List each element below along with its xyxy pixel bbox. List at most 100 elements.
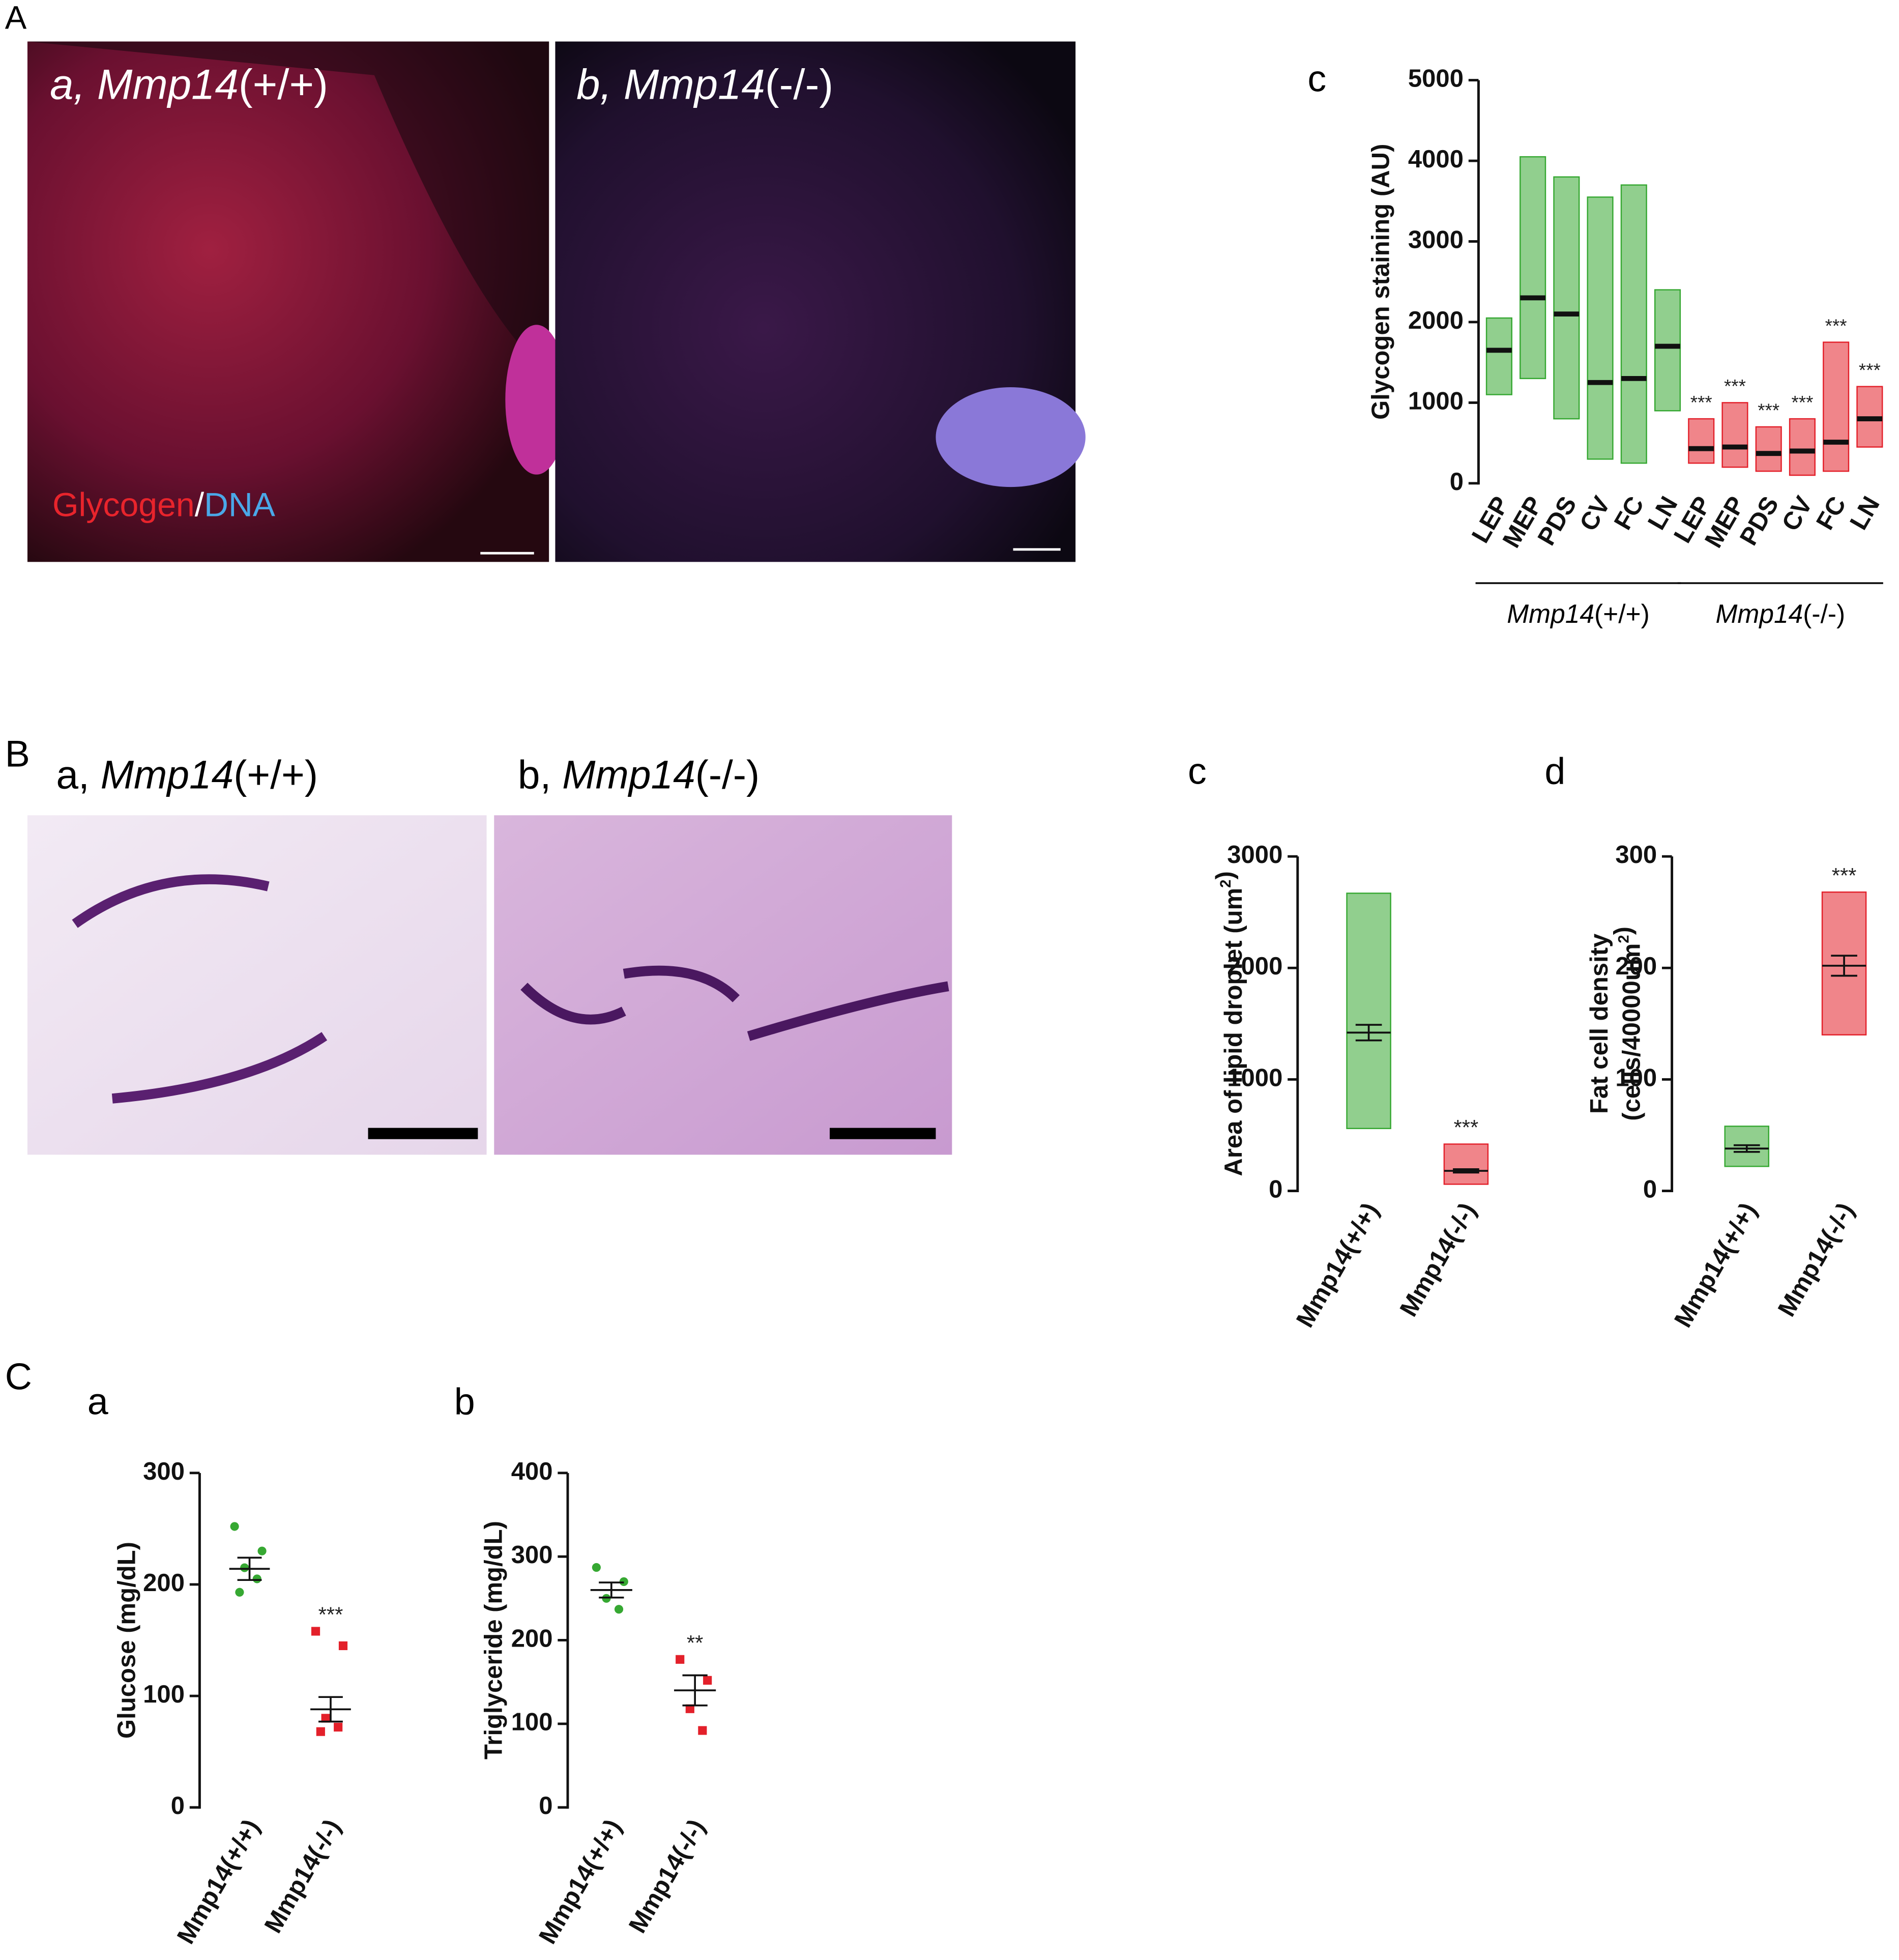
significance: *** [1832,863,1857,887]
y-tick-label: 0 [171,1792,185,1820]
value-range [1823,341,1850,472]
x-tick-label: Mmp14(+/+) [534,1815,627,1949]
label-part: Mmp14 [562,752,695,797]
value-range [1520,156,1546,380]
significance: *** [1690,392,1712,413]
label-part: b, [576,61,612,108]
chart-label: d [1544,750,1565,792]
micrograph-detail [936,387,1086,487]
value-range [1346,892,1391,1130]
chart-label: b [454,1380,475,1422]
value-range [1688,418,1715,464]
legend-part: DNA [204,486,276,524]
micrograph [27,815,487,1155]
group-label: Mmp14(-/-) [1716,598,1846,628]
chart-label: a [87,1380,108,1422]
y-tick-label: 4000 [1408,146,1464,173]
significance: *** [318,1603,343,1627]
label-part: ) [1211,871,1239,879]
x-tick-label: Mmp14(-/-) [624,1815,711,1938]
label-part: Area of lipid droplet (um [1220,888,1247,1176]
significance: *** [1758,400,1779,421]
label-part: Mmp14 [97,61,239,108]
y-tick-label: 100 [143,1681,185,1708]
y-tick-label: 2000 [1227,953,1282,980]
x-tick-label: FC [1811,492,1851,535]
data-point [252,1574,261,1583]
data-point [311,1627,320,1636]
data-point [703,1676,712,1685]
data-point [321,1714,330,1723]
y-axis-label: (cells/40000um2) [1609,927,1645,1121]
label-part: (+/+) [1594,598,1650,628]
image-label: b, Mmp14(-/-) [576,61,833,108]
y-tick-label: 0 [1269,1175,1282,1203]
label-part: a, [50,61,85,108]
data-point [338,1641,348,1651]
micrograph-detail [520,965,949,1041]
legend-part: Glycogen [52,486,195,524]
y-tick-label: 200 [143,1569,185,1597]
image-label: a, Mmp14(+/+) [50,61,328,108]
value-range [1443,1143,1489,1185]
value-range [1755,426,1782,472]
label-part: Mmp14 [1507,598,1594,628]
x-tick-label: Mmp14(+/+) [1291,1198,1384,1332]
x-tick-label: CV [1777,492,1818,535]
label-part: Glycogen staining (AU) [1367,144,1395,420]
x-tick-label: Mmp14(-/-) [1395,1198,1482,1321]
panel-label: B [5,732,30,774]
image-label: a, Mmp14(+/+) [56,752,318,797]
x-tick-label: CV [1574,492,1616,535]
y-axis-label: Glucose (mg/dL) [113,1542,141,1739]
value-range [1587,196,1614,460]
y-tick-label: 200 [511,1625,553,1652]
data-point [676,1655,685,1664]
stain-legend: Glycogen/DNA [52,486,276,524]
significance: *** [1825,315,1847,336]
data-point [230,1522,239,1531]
x-tick-label: Mmp14(+/+) [1669,1198,1762,1332]
group-label: Mmp14(+/+) [1507,598,1650,628]
label-part: Triglyceride (mg/dL) [480,1521,508,1760]
label-part: (cells/40000um [1618,943,1646,1121]
y-axis-label: Triglyceride (mg/dL) [480,1521,508,1760]
y-tick-label: 100 [511,1709,553,1736]
y-tick-label: 300 [143,1458,185,1485]
y-tick-label: 0 [1643,1175,1657,1203]
significance: *** [1859,360,1881,381]
significance: *** [1791,392,1813,413]
label-part: (-/-) [695,752,759,797]
value-range [1789,418,1816,476]
y-tick-label: 0 [1450,468,1464,496]
label-part: (+/+) [239,61,328,108]
label-part: Mmp14 [624,61,765,108]
y-tick-label: 0 [539,1792,552,1820]
significance: *** [1454,1115,1479,1139]
legend-part: / [195,486,204,524]
data-point [614,1605,624,1614]
significance: *** [1724,376,1746,397]
data-point [685,1704,694,1713]
label-part: a, [56,752,89,797]
micrograph-detail [72,874,328,1104]
label-part: Mmp14 [1716,598,1803,628]
label-part: Mmp14 [101,752,234,797]
value-range [1654,289,1681,412]
data-point [698,1726,707,1735]
label-part: Glucose (mg/dL) [113,1542,141,1739]
x-tick-label: Mmp14(-/-) [259,1815,346,1938]
y-axis-label: Fat cell density [1586,933,1613,1114]
y-tick-label: 1000 [1408,387,1464,415]
data-point [334,1722,343,1732]
data-point [257,1546,267,1555]
label-part: b, [518,752,551,797]
significance: ** [687,1631,703,1655]
data-point [240,1563,249,1572]
x-tick-label: LN [1845,492,1885,535]
label-part: (-/-) [1803,598,1845,628]
y-tick-label: 2000 [1408,307,1464,334]
y-tick-label: 1000 [1227,1064,1282,1091]
